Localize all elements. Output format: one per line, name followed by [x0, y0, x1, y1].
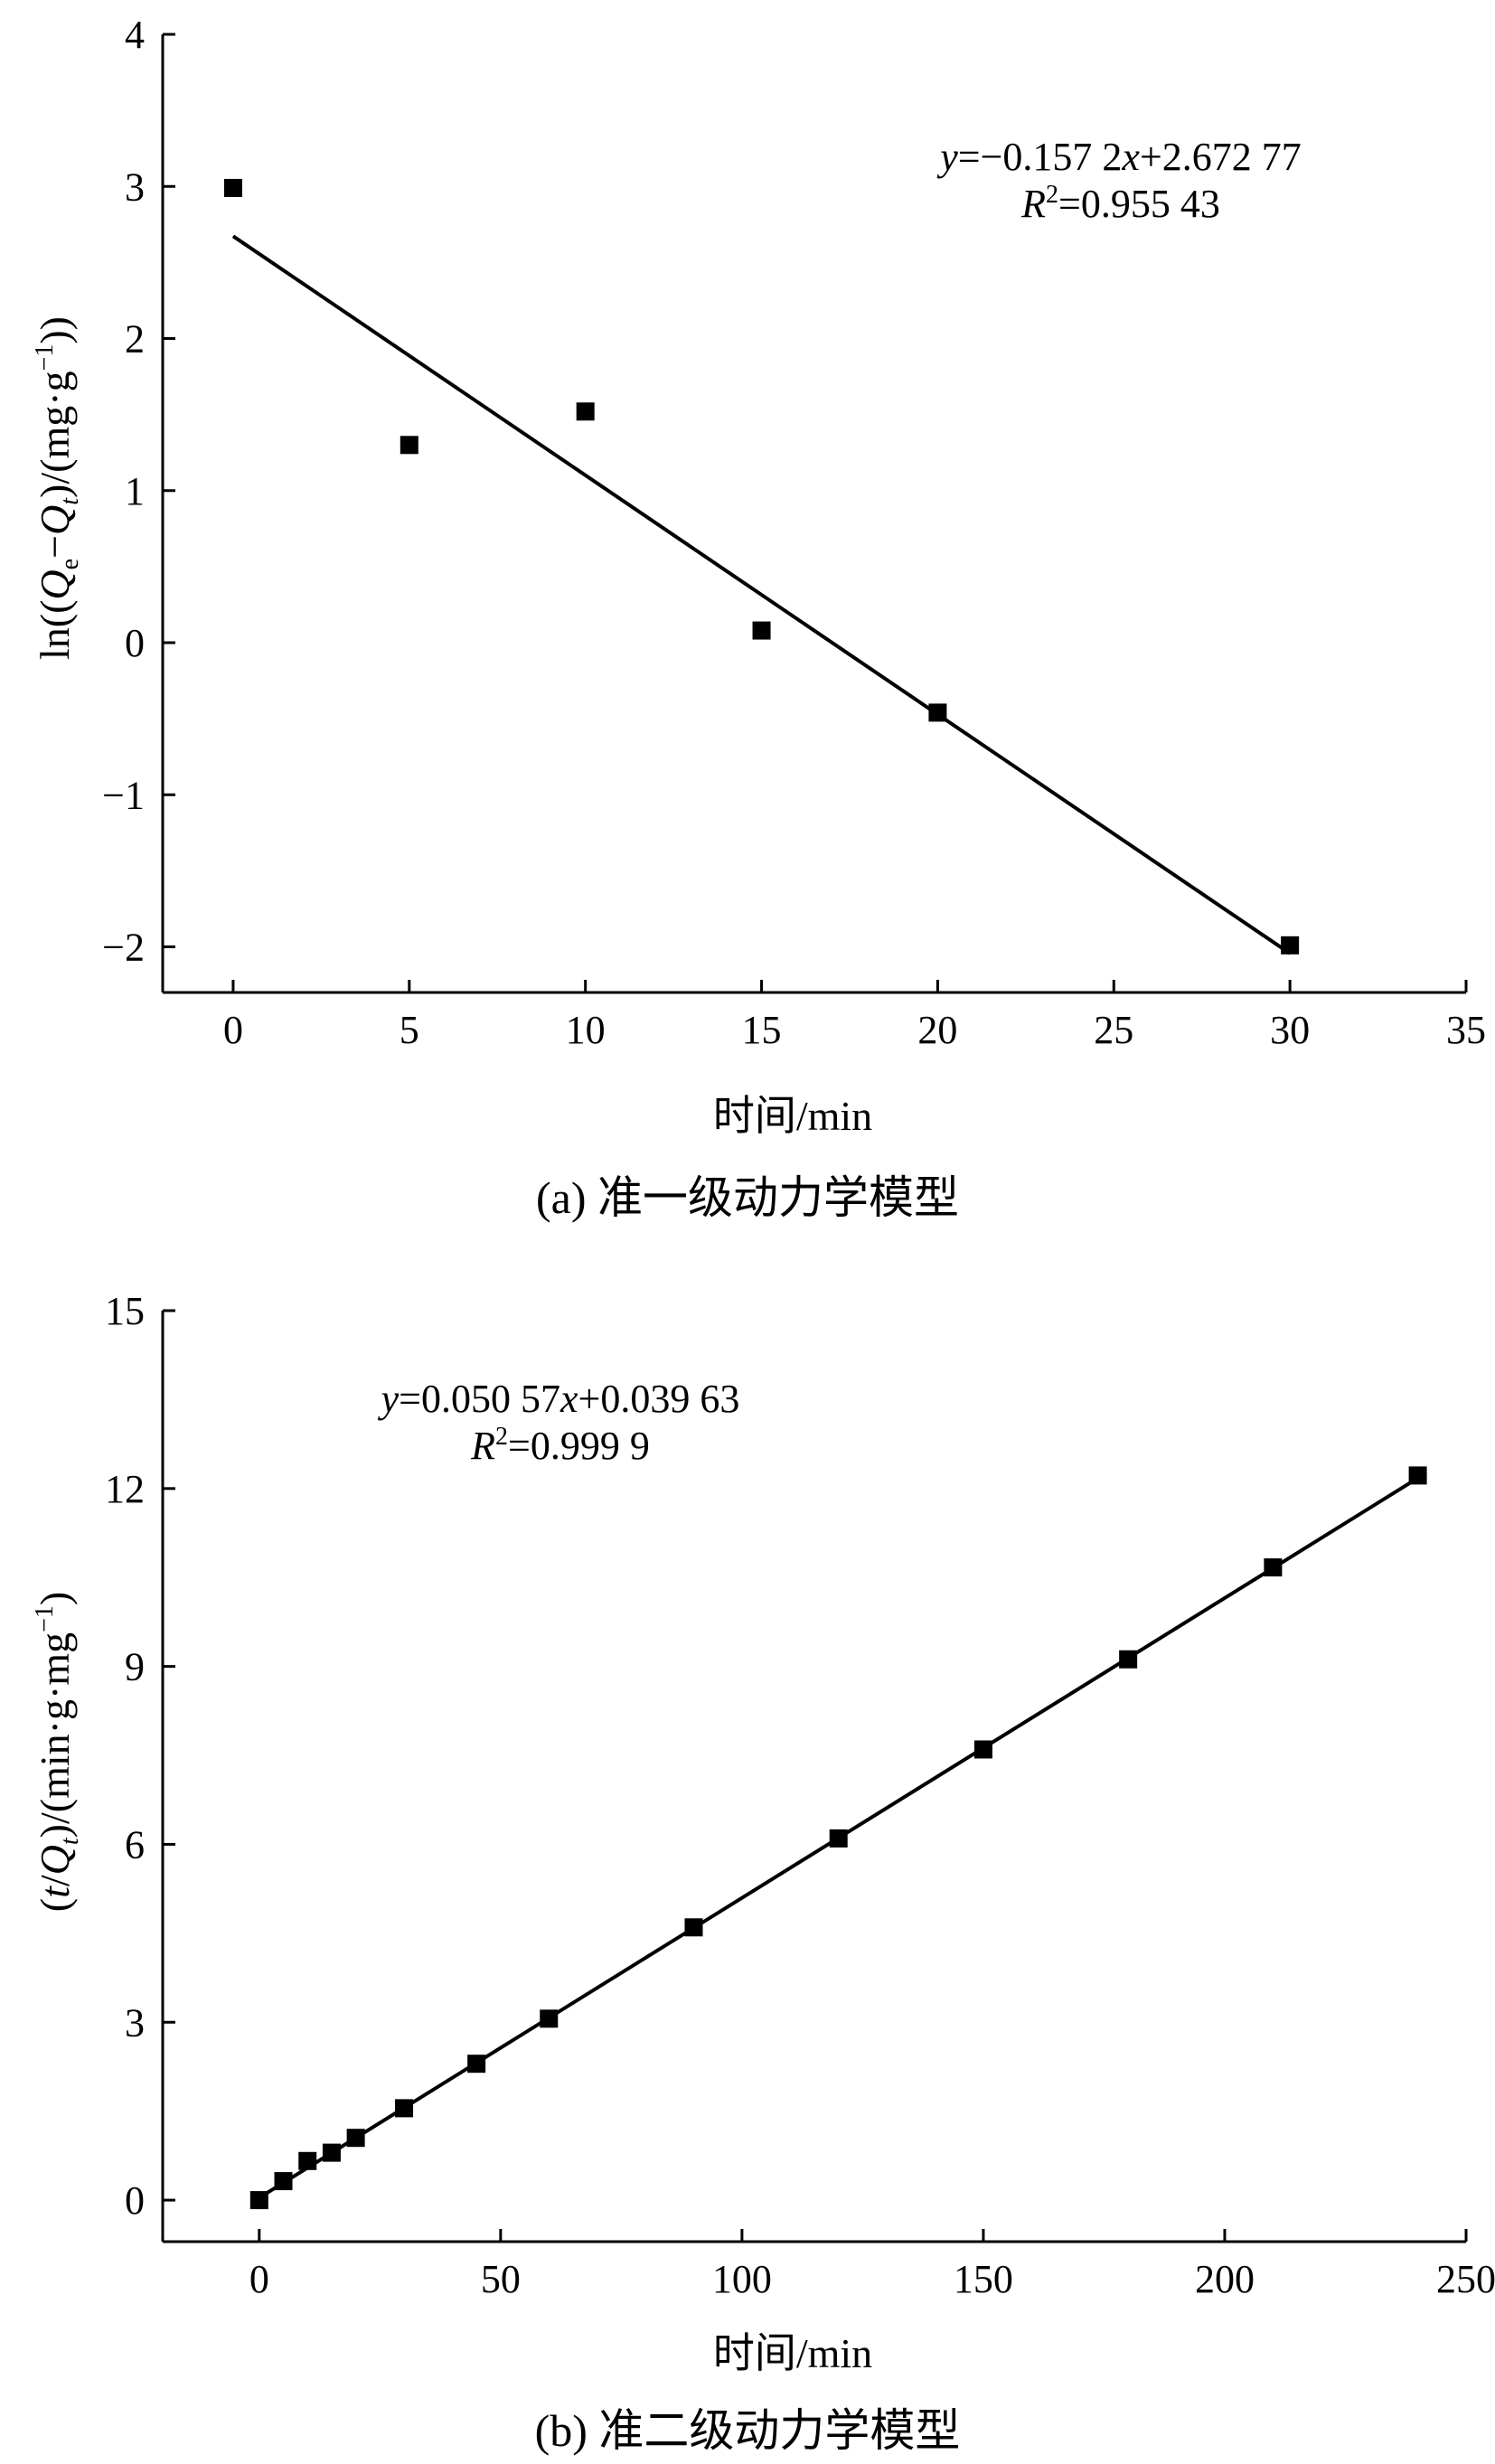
- chart-a-data-point: [752, 621, 771, 640]
- chart-a-x-tick-label: 0: [223, 1008, 243, 1052]
- chart-a-x-axis-title: 时间/min: [713, 1093, 872, 1139]
- chart-a-x-tick-label: 25: [1094, 1008, 1133, 1052]
- chart-b-equation: y=0.050 57x+0.039 63: [378, 1377, 740, 1421]
- chart-b-y-tick-label: 15: [105, 1289, 145, 1333]
- chart-b-x-tick-label: 150: [954, 2257, 1013, 2301]
- chart-a-x-tick-label: 5: [400, 1008, 419, 1052]
- chart-a-data-point: [576, 402, 595, 421]
- chart-b-data-point: [467, 2055, 486, 2074]
- chart-b-marks: [249, 1466, 1427, 2210]
- chart-a-fit-line: [231, 234, 1292, 955]
- chart-a-y-tick-label: 3: [125, 165, 145, 209]
- chart-a-y-tick-label: 0: [125, 621, 145, 665]
- chart-b-data-point: [684, 1918, 703, 1937]
- chart-b-data-point: [540, 2009, 559, 2028]
- chart-a-x-tick-label: 35: [1446, 1008, 1486, 1052]
- chart-b-x-axis-title: 时间/min: [713, 2330, 872, 2376]
- chart-panel-b: 0 50 100 150 200 250 0 3 6 9 12 15 y=0.050 57x+0.03…: [31, 1289, 1495, 2456]
- chart-b-y-tick-label: 6: [125, 1822, 145, 1867]
- chart-a-y-tick-label: −2: [102, 926, 145, 970]
- chart-a-x-tick-label: 10: [566, 1008, 606, 1052]
- chart-b-data-point: [274, 2172, 293, 2191]
- chart-a-data-point: [1281, 936, 1300, 955]
- chart-panel-a: 0 5 10 15 20 25 30 35 −2 −1 0 1 2 3 4 y=−0.157 2x+2.67…: [31, 13, 1486, 1223]
- chart-b-y-tick-label: 3: [125, 2000, 145, 2045]
- chart-a-y-tick-label: 4: [125, 13, 145, 57]
- chart-b-caption: (b) 准二级动力学模型: [535, 2405, 961, 2456]
- chart-a-tick-labels: 0 5 10 15 20 25 30 35 −2 −1 0 1 2 3 4: [102, 13, 1486, 1052]
- chart-a-x-tick-label: 15: [742, 1008, 782, 1052]
- chart-b-x-tick-label: 0: [249, 2257, 269, 2301]
- chart-a-y-axis-title: ln((Qe−Qt)/(mg·g−1)): [31, 316, 84, 660]
- chart-b-y-tick-label: 9: [125, 1645, 145, 1689]
- chart-b-x-tick-label: 250: [1436, 2257, 1495, 2301]
- chart-b-data-point: [1408, 1466, 1427, 1485]
- chart-a-caption: (a) 准一级动力学模型: [536, 1172, 959, 1223]
- chart-b-data-point: [322, 2143, 341, 2162]
- chart-b-data-point: [829, 1829, 848, 1848]
- chart-b-x-tick-label: 100: [712, 2257, 772, 2301]
- chart-a-axes: [161, 33, 1468, 994]
- chart-a-x-tick-label: 30: [1270, 1008, 1310, 1052]
- chart-a-data-point: [928, 703, 947, 722]
- chart-b-x-tick-label: 50: [481, 2257, 521, 2301]
- chart-b-data-point: [973, 1740, 992, 1759]
- chart-b-data-point: [1264, 1558, 1283, 1577]
- chart-a-data-point: [223, 178, 242, 197]
- chart-b-data-point: [249, 2191, 268, 2210]
- chart-b-y-tick-label: 0: [125, 2178, 145, 2223]
- chart-b-data-point: [298, 2151, 317, 2170]
- chart-b-axes: [161, 1309, 1468, 2243]
- chart-a-equation: y=−0.157 2x+2.672 77: [936, 135, 1302, 179]
- chart-a-y-tick-label: −1: [102, 773, 145, 817]
- chart-a-y-tick-label: 1: [125, 469, 145, 513]
- chart-b-x-tick-label: 200: [1195, 2257, 1255, 2301]
- chart-a-r-squared: R2=0.955 43: [1020, 181, 1220, 226]
- chart-b-data-point: [346, 2129, 365, 2148]
- chart-b-data-point: [1119, 1650, 1138, 1669]
- chart-b-y-axis-title: (t/Qt)/(min·g·mg−1): [31, 1592, 84, 1912]
- chart-a-data-point: [400, 436, 418, 455]
- chart-b-data-point: [395, 2099, 414, 2118]
- chart-a-x-tick-label: 20: [917, 1008, 957, 1052]
- chart-b-y-tick-label: 12: [105, 1467, 145, 1511]
- chart-a-y-tick-label: 2: [125, 317, 145, 362]
- chart-b-r-squared: R2=0.999 9: [470, 1423, 650, 1468]
- chart-b-tick-labels: 0 50 100 150 200 250 0 3 6 9 12 15: [105, 1289, 1495, 2301]
- chart-a-marks: [223, 178, 1300, 955]
